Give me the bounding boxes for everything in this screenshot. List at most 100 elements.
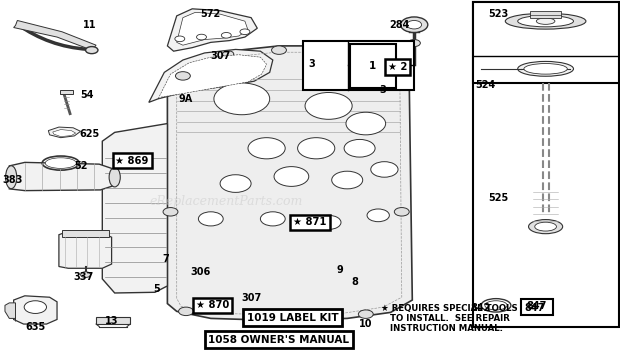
Text: 54: 54 <box>80 90 94 100</box>
Text: 306: 306 <box>190 267 210 277</box>
Circle shape <box>316 215 341 229</box>
Text: ★ 871: ★ 871 <box>293 217 327 227</box>
Circle shape <box>163 208 178 216</box>
Bar <box>350 44 396 88</box>
Text: 847: 847 <box>527 301 547 311</box>
Circle shape <box>175 36 185 42</box>
Circle shape <box>214 83 270 115</box>
Circle shape <box>197 34 206 40</box>
Circle shape <box>358 52 373 60</box>
Polygon shape <box>177 12 248 45</box>
Bar <box>60 90 73 94</box>
Text: eReplacementParts.com: eReplacementParts.com <box>149 195 303 208</box>
Text: 8: 8 <box>351 277 358 287</box>
Bar <box>303 41 414 90</box>
Polygon shape <box>14 20 96 50</box>
Circle shape <box>274 167 309 186</box>
Circle shape <box>371 162 398 177</box>
Circle shape <box>346 112 386 135</box>
Text: 1058 OWNER'S MANUAL: 1058 OWNER'S MANUAL <box>208 335 350 345</box>
Polygon shape <box>158 55 267 99</box>
Text: 525: 525 <box>489 193 508 203</box>
Text: 383: 383 <box>2 175 22 185</box>
Ellipse shape <box>45 158 76 168</box>
Circle shape <box>344 139 375 157</box>
Circle shape <box>407 20 422 29</box>
Text: 572: 572 <box>201 9 221 19</box>
Bar <box>96 317 130 324</box>
Circle shape <box>81 272 91 277</box>
Text: 284: 284 <box>389 20 409 30</box>
Polygon shape <box>5 303 16 321</box>
Circle shape <box>367 209 389 222</box>
Circle shape <box>408 40 420 47</box>
Ellipse shape <box>529 220 563 234</box>
Bar <box>521 299 553 315</box>
Circle shape <box>223 51 234 57</box>
Circle shape <box>240 29 250 35</box>
Circle shape <box>394 73 409 82</box>
Circle shape <box>260 212 285 226</box>
Bar <box>62 230 108 237</box>
Text: 307: 307 <box>210 52 230 61</box>
Ellipse shape <box>505 13 586 29</box>
Text: 52: 52 <box>74 161 87 171</box>
Ellipse shape <box>534 222 557 231</box>
Polygon shape <box>149 49 273 102</box>
Circle shape <box>358 310 373 318</box>
Circle shape <box>221 32 231 38</box>
Polygon shape <box>53 130 76 137</box>
Ellipse shape <box>524 64 567 74</box>
Polygon shape <box>48 127 81 138</box>
Polygon shape <box>9 162 115 191</box>
Ellipse shape <box>536 18 555 24</box>
Text: 625: 625 <box>80 129 100 139</box>
Circle shape <box>401 17 428 32</box>
Ellipse shape <box>109 167 120 187</box>
Circle shape <box>175 72 190 80</box>
Ellipse shape <box>518 16 574 27</box>
Text: 337: 337 <box>74 272 94 282</box>
Circle shape <box>268 313 283 322</box>
Text: 1019 LABEL KIT: 1019 LABEL KIT <box>247 313 339 323</box>
Circle shape <box>305 92 352 119</box>
Circle shape <box>298 138 335 159</box>
Polygon shape <box>167 9 257 51</box>
Ellipse shape <box>485 301 507 310</box>
Text: 7: 7 <box>163 255 169 264</box>
Text: 635: 635 <box>26 322 46 331</box>
Circle shape <box>24 301 46 313</box>
Text: 523: 523 <box>489 9 508 19</box>
Text: 847: 847 <box>525 303 544 313</box>
Text: ★ REQUIRES SPECIAL TOOLS
   TO INSTALL.  SEE REPAIR
   INSTRUCTION MANUAL.: ★ REQUIRES SPECIAL TOOLS TO INSTALL. SEE… <box>381 304 518 333</box>
Text: 1: 1 <box>370 61 376 71</box>
Circle shape <box>248 138 285 159</box>
Polygon shape <box>14 296 57 324</box>
Bar <box>530 11 561 18</box>
Text: 842: 842 <box>471 303 490 313</box>
Circle shape <box>394 208 409 216</box>
Text: 13: 13 <box>105 316 118 326</box>
Circle shape <box>179 307 193 316</box>
Ellipse shape <box>6 166 17 189</box>
Text: 3: 3 <box>309 59 315 68</box>
Circle shape <box>332 171 363 189</box>
Bar <box>473 2 619 327</box>
Text: 11: 11 <box>83 20 97 30</box>
Polygon shape <box>59 231 112 268</box>
Text: 9A: 9A <box>179 94 193 104</box>
Polygon shape <box>102 124 167 293</box>
Text: 9: 9 <box>337 265 343 275</box>
Ellipse shape <box>518 61 574 76</box>
Text: 10: 10 <box>359 319 373 329</box>
Text: 5: 5 <box>154 285 160 294</box>
Polygon shape <box>167 46 412 321</box>
Text: ★ 869: ★ 869 <box>115 156 149 166</box>
Bar <box>473 2 619 83</box>
Text: 3: 3 <box>379 85 386 95</box>
Text: 524: 524 <box>476 80 495 90</box>
Text: ★ 2: ★ 2 <box>388 62 407 72</box>
Circle shape <box>220 175 251 192</box>
Circle shape <box>198 212 223 226</box>
Circle shape <box>272 46 286 54</box>
